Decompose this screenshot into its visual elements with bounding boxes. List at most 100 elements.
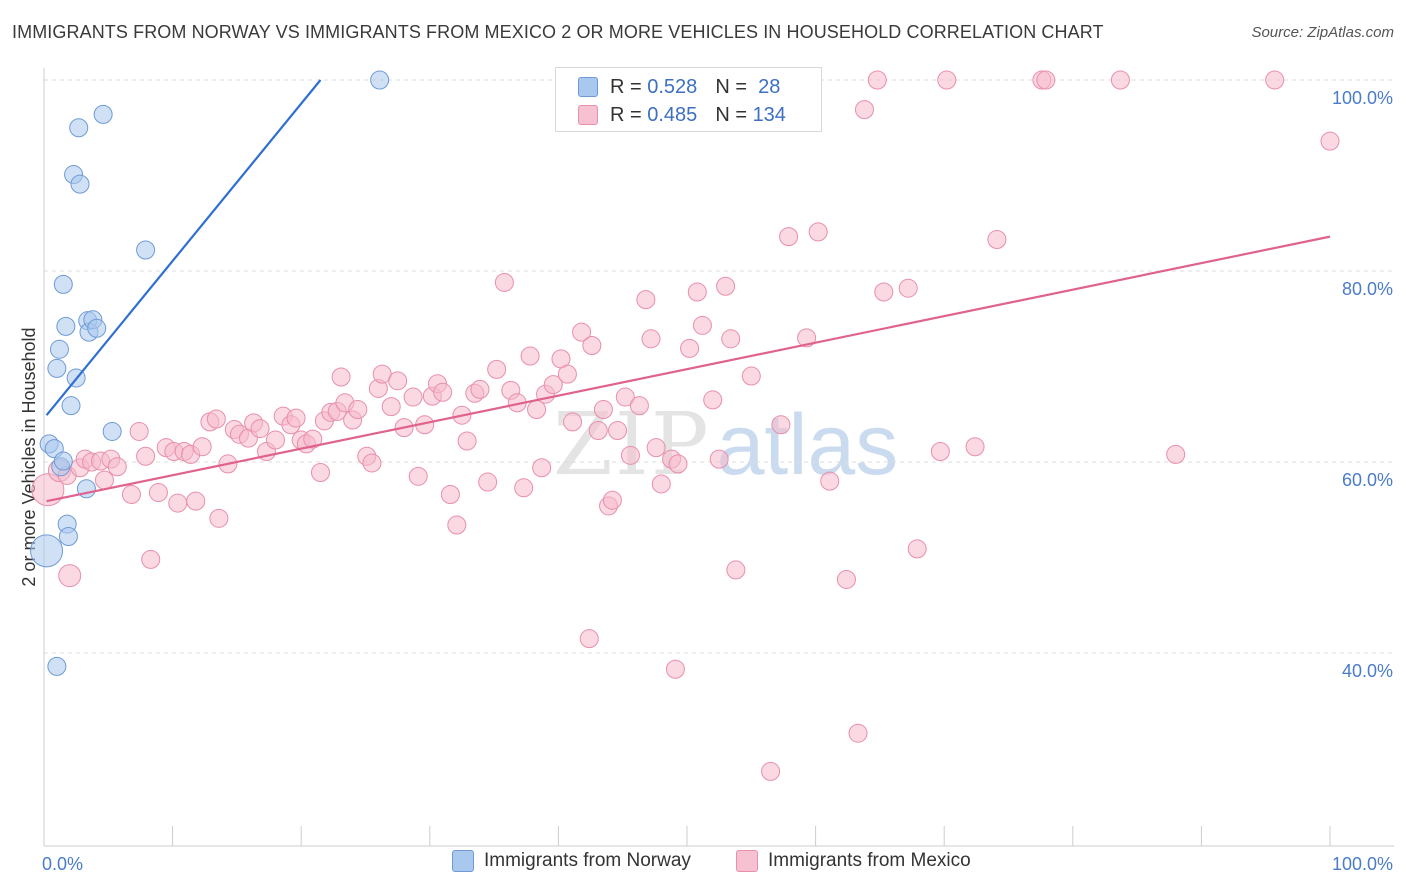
mexico-n-value: 134 [752,103,786,126]
norway-n-value: 28 [758,75,781,98]
mexico-point [457,431,477,451]
mexico-point [348,399,368,419]
norway-point [102,421,122,441]
mexico-point [478,472,498,492]
stats-legend: R = 0.528 N = 28 R = 0.485 N = 134 [555,67,822,132]
mexico-point [494,272,514,292]
mexico-point [129,421,149,441]
norway-point [87,318,107,338]
mexico-point [836,569,856,589]
mexico-point [771,415,791,435]
x-tick-labels: 0.0% 100.0% [42,854,1393,874]
mexico-point [532,458,552,478]
mexico-point [1036,70,1056,90]
mexico-point [687,282,707,302]
mexico-point [582,335,602,355]
norway-point [53,274,73,294]
mexico-point [898,278,918,298]
norway-point [47,656,67,676]
mexico-point [641,329,661,349]
norway-r-value: 0.528 [647,75,698,98]
y-tick-label-80: 80.0% [1342,279,1393,299]
mexico-point [602,490,622,510]
mexico-point [593,399,613,419]
mexico-point [797,328,817,348]
mexico-point [1110,70,1130,90]
mexico-points [31,70,1340,781]
y-tick-label-40: 40.0% [1342,661,1393,681]
legend-row-norway: R = 0.528 N = 28 [578,73,780,101]
y-axis-label: 2 or more Vehicles in Household [19,327,39,586]
mexico-point [779,227,799,247]
norway-n-label: N = [715,75,747,98]
mexico-point [487,359,507,379]
mexico-point [668,454,688,474]
mexico-point [808,222,828,242]
mexico-legend-swatch [736,850,758,872]
norway-swatch [578,77,598,97]
mexico-point [209,508,229,528]
y-tick-label-100: 100.0% [1332,88,1393,108]
mexico-point [408,466,428,486]
mexico-point [620,445,640,465]
norway-point [61,396,81,416]
source-attribution: Source: ZipAtlas.com [1251,24,1394,41]
mexico-point [563,412,583,432]
norway-point [136,240,156,260]
mexico-point [58,564,82,588]
norway-legend-label: Immigrants from Norway [484,850,691,871]
norway-point [70,174,90,194]
mexico-point [303,429,323,449]
norway-point [93,104,113,124]
legend-row-mexico: R = 0.485 N = 134 [578,101,786,129]
mexico-point [588,420,608,440]
mexico-point [286,408,306,428]
mexico-point [186,491,206,511]
mexico-point [907,539,927,559]
mexico-point [646,438,666,458]
mexico-point [388,371,408,391]
mexico-point [726,560,746,580]
mexico-point [543,375,563,395]
norway-point [370,70,390,90]
norway-point [56,316,76,336]
mexico-point [206,409,226,429]
norway-legend-swatch [452,850,474,872]
mexico-point [692,315,712,335]
mexico-point [192,437,212,457]
mexico-point [709,449,729,469]
mexico-point [651,474,671,494]
norway-trend-line [45,79,322,416]
grid-lines [44,79,1394,654]
mexico-point [716,276,736,296]
mexico-point [168,493,188,513]
mexico-point [433,382,453,402]
mexico-point [362,453,382,473]
mexico-point [761,761,781,781]
mexico-point [310,463,330,483]
mexico-point [148,483,168,503]
mexico-point [403,387,423,407]
mexico-point [31,473,65,507]
mexico-point [665,659,685,679]
mexico-point [680,338,700,358]
norway-point [69,118,89,138]
mexico-point [703,390,723,410]
mexico-point [848,723,868,743]
mexico-r-label: R = [610,103,642,126]
mexico-point [820,471,840,491]
mexico-point [1166,444,1186,464]
mexico-point [440,484,460,504]
norway-r-label: R = [610,75,642,98]
mexico-r-value: 0.485 [647,103,698,126]
mexico-point [470,379,490,399]
mexico-point [514,478,534,498]
norway-point [53,451,73,471]
mexico-point [447,515,467,535]
mexico-point [987,229,1007,249]
mexico-point [572,322,592,342]
mexico-point [557,364,577,384]
axes [43,68,1394,847]
bottom-legend-norway: Immigrants from Norway [452,850,691,872]
